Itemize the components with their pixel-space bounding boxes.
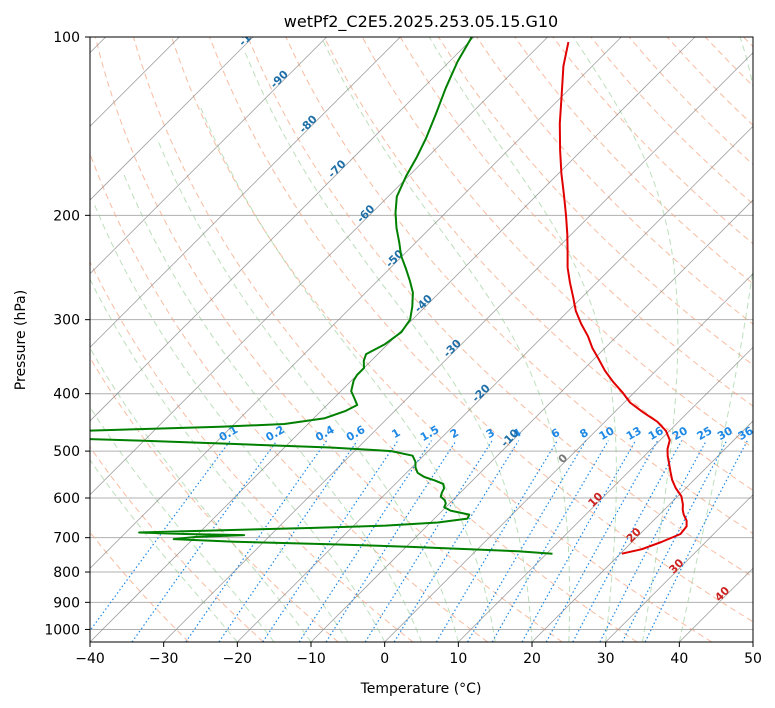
temperature-line [558,41,688,555]
y-tick-label: 100 [53,30,80,46]
mixing-ratio-line [393,440,520,642]
x-tick-label: 20 [523,651,541,667]
y-tick-label: 700 [53,531,80,547]
isotherm-label: -100 [236,20,265,49]
isotherm [458,346,753,642]
dry-adiabat [90,446,264,642]
x-tick-label: −40 [75,651,105,667]
mixing-ratio-line [185,440,328,642]
y-tick-label: 800 [53,565,80,581]
x-axis-title: Temperature (°C) [360,681,482,697]
mixing-ratio-line [364,440,493,642]
x-tick-label: 30 [597,651,615,667]
isotherm [90,37,475,422]
y-tick-label: 600 [53,491,80,507]
isotherm [90,37,548,496]
dry-adiabat [90,260,414,642]
mixing-ratio-label: 36 [736,424,756,443]
x-tick-label: 10 [449,651,467,667]
isotherm [384,273,753,642]
mixing-ratio-line [325,440,457,642]
x-tick-label: −10 [296,651,326,667]
x-axis: −40 −30 −20 −10 0 10 20 30 40 50 [75,642,762,667]
dry-adiabat [171,37,712,642]
moist-adiabat [678,37,753,642]
mixing-ratio-line [491,440,609,642]
dry-adiabat [285,37,753,535]
y-tick-label: 500 [53,444,80,460]
isotherm [90,37,622,569]
y-tick-label: 200 [53,208,80,224]
dewpoint-line [90,37,553,555]
y-tick-label: 300 [53,313,80,329]
y-tick-label: 900 [53,595,80,611]
moist-adiabat [90,406,275,642]
plot-frame [89,36,754,643]
mixing-ratio-line [466,440,587,642]
dry-adiabat [94,37,563,642]
moist-adiabat [243,49,533,642]
moist-adiabat [123,173,422,642]
x-tick-label: −20 [223,651,253,667]
isotherm [90,37,327,275]
mixing-ratio-line [572,440,683,642]
moist-adiabat [92,201,386,642]
isotherm [163,52,753,642]
dry-adiabat [323,37,753,491]
isotherm [90,37,254,201]
dry-adiabat [247,37,753,578]
mixing-ratio-line [521,440,637,642]
isotherm [90,37,401,348]
mixing-ratio-line [435,440,558,642]
chart-title: wetPf2_C2E5.2025.253.05.15.G10 [284,12,558,32]
series-layer [90,37,688,555]
x-tick-label: 50 [744,651,762,667]
mixing-ratio-line [90,440,231,632]
y-axis-title: Pressure (hPa) [13,290,29,390]
y-tick-label: 400 [53,387,80,403]
mixing-ratio-line [644,440,748,642]
y-axis: 100 200 300 400 500 600 700 800 900 1000 [44,30,90,638]
dry-adiabat [476,37,753,325]
mixing-ratio-line [545,440,659,642]
dry-adiabat [132,37,638,642]
moist-adiabat [90,347,312,642]
y-tick-label: 1000 [44,622,80,638]
isotherm [237,125,753,642]
dry-adiabat [514,37,753,285]
mixing-ratio-line [298,440,432,642]
x-tick-label: 0 [380,651,389,667]
moist-adiabat [320,37,571,642]
moist-adiabat [428,37,617,642]
dry-adiabat [90,356,339,642]
mixing-ratio-line [262,440,399,642]
moist-adiabat [572,37,679,642]
dry-adiabat [209,37,753,623]
x-tick-label: 40 [670,651,688,667]
moist-adiabat [157,141,459,642]
isotherm [605,494,753,642]
isotherm [310,199,753,642]
mixing-ratio-line [131,440,278,642]
x-tick-label: −30 [149,651,179,667]
moist-adiabat [198,104,496,642]
isotherm [531,420,753,642]
